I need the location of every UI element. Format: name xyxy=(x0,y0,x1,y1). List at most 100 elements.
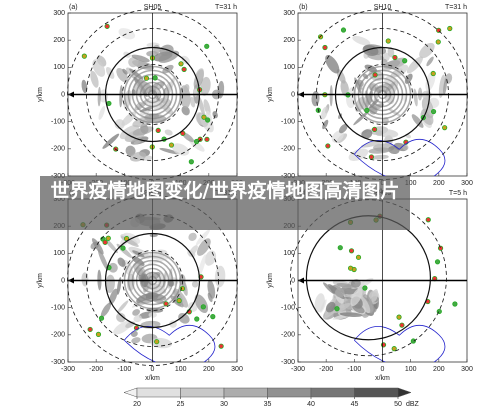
panel: -300-200-1000100200300-300-200-100010020… xyxy=(37,190,243,382)
y-axis-label: y/km xyxy=(37,273,44,288)
colorbar-tick-label: 20 xyxy=(133,401,141,408)
panel: -300-200-1000100200300-300-200-100010020… xyxy=(267,4,473,196)
cell xyxy=(355,254,362,260)
x-tick-label: 100 xyxy=(405,366,417,373)
y-tick-label: -100 xyxy=(51,305,65,312)
echo xyxy=(387,47,395,58)
echo xyxy=(131,337,141,344)
echo xyxy=(148,256,171,265)
echo xyxy=(164,129,173,136)
cell xyxy=(380,342,387,348)
cell xyxy=(120,245,126,251)
echo xyxy=(388,108,401,117)
cell xyxy=(98,315,105,321)
cell xyxy=(435,39,441,45)
cell xyxy=(193,138,200,145)
y-tick-label: 0 xyxy=(291,277,295,284)
echo xyxy=(121,111,136,126)
x-axis-label: x/km xyxy=(375,375,390,382)
echo xyxy=(360,140,382,148)
y-tick-label: 100 xyxy=(283,250,295,257)
colorbar-tick-label: 35 xyxy=(264,401,272,408)
echo xyxy=(131,54,150,63)
echo xyxy=(116,277,122,295)
x-tick-label: 200 xyxy=(433,180,445,187)
cell xyxy=(396,314,402,320)
echo xyxy=(159,147,180,155)
echo xyxy=(368,147,391,154)
x-tick-label: 100 xyxy=(175,366,187,373)
echo xyxy=(98,105,106,120)
colorbar-arrow xyxy=(397,387,412,398)
cell xyxy=(197,136,203,142)
echo xyxy=(406,56,423,74)
echo xyxy=(338,123,348,134)
cell xyxy=(204,43,210,49)
y-tick-label: 300 xyxy=(283,10,295,17)
cell xyxy=(325,143,331,149)
echo xyxy=(171,143,190,156)
echo xyxy=(81,79,88,94)
echo xyxy=(97,86,101,107)
echo xyxy=(214,265,226,288)
echo xyxy=(361,129,373,139)
echo xyxy=(182,132,195,143)
y-tick-label: 200 xyxy=(53,37,65,44)
echo xyxy=(181,105,190,116)
contour xyxy=(354,138,446,176)
echo xyxy=(91,238,104,255)
echo xyxy=(122,68,128,75)
x-tick-label: 0 xyxy=(381,366,385,373)
cell xyxy=(102,239,108,245)
echo xyxy=(133,262,146,276)
cell xyxy=(447,25,453,32)
echo xyxy=(325,301,336,313)
echo xyxy=(181,55,190,65)
colorbar-segment xyxy=(223,387,268,398)
cell xyxy=(188,159,194,165)
cell xyxy=(81,53,87,59)
cell xyxy=(392,54,398,61)
colorbar-segment xyxy=(136,387,181,398)
echo xyxy=(128,56,139,68)
echo xyxy=(191,280,199,288)
y-axis-label: y/km xyxy=(267,273,274,288)
cell xyxy=(104,23,110,29)
echo xyxy=(205,110,212,121)
panel-label: (b) xyxy=(299,4,308,11)
y-tick-label: 200 xyxy=(283,37,295,44)
cell xyxy=(106,100,112,107)
echo xyxy=(419,42,435,59)
y-tick-label: -200 xyxy=(281,146,295,153)
y-tick-label: -100 xyxy=(51,119,65,126)
cell xyxy=(143,75,150,81)
echo xyxy=(336,69,346,84)
cell xyxy=(452,301,458,307)
x-tick-label: -300 xyxy=(61,366,75,373)
echo xyxy=(132,309,141,316)
echo xyxy=(116,67,128,83)
cell xyxy=(105,235,111,241)
x-tick-label: 300 xyxy=(231,366,243,373)
colorbar-segment xyxy=(354,387,399,398)
echo xyxy=(321,106,328,120)
y-tick-label: -100 xyxy=(281,119,295,126)
cell xyxy=(399,322,405,328)
y-tick-label: 0 xyxy=(61,91,65,98)
cell xyxy=(385,38,391,44)
echo xyxy=(350,279,361,288)
y-tick-label: 100 xyxy=(53,64,65,71)
contour xyxy=(124,324,216,362)
cell xyxy=(425,217,431,223)
echo xyxy=(118,28,136,40)
echo xyxy=(207,292,213,303)
colorbar-tick-label: 45 xyxy=(351,401,359,408)
cell xyxy=(218,343,224,349)
echo xyxy=(384,135,393,146)
echo xyxy=(129,151,147,162)
y-tick-label: 100 xyxy=(283,64,295,71)
echo xyxy=(314,293,325,313)
cell xyxy=(402,58,408,64)
echo xyxy=(119,85,123,108)
echo xyxy=(197,96,205,116)
